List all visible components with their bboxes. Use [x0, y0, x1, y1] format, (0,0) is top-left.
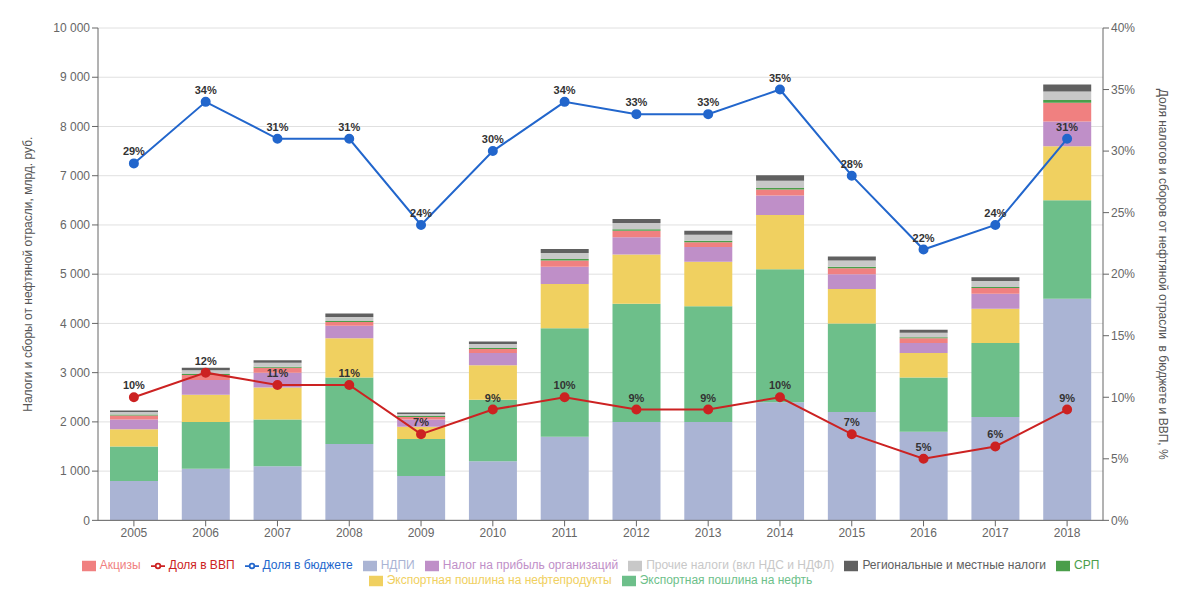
svg-text:2 000: 2 000 — [60, 415, 90, 429]
svg-text:2013: 2013 — [695, 526, 722, 540]
svg-text:7%: 7% — [413, 416, 429, 428]
svg-text:2007: 2007 — [264, 526, 291, 540]
svg-text:25%: 25% — [1111, 206, 1135, 220]
html-text:НДПИ: НДПИ — [380, 558, 415, 573]
svg-text:28%: 28% — [841, 158, 863, 170]
svg-text:20%: 20% — [1111, 267, 1135, 281]
svg-text:10 000: 10 000 — [53, 21, 90, 35]
svg-text:10%: 10% — [769, 379, 791, 391]
svg-text:0%: 0% — [1111, 514, 1129, 528]
svg-text:30%: 30% — [482, 133, 504, 145]
svg-text:22%: 22% — [913, 232, 935, 244]
svg-text:1 000: 1 000 — [60, 464, 90, 478]
svg-text:10%: 10% — [554, 379, 576, 391]
svg-text:9%: 9% — [628, 392, 644, 404]
html-text:Региональные и местные налоги: Региональные и местные налоги — [862, 558, 1046, 573]
svg-text:2010: 2010 — [479, 526, 506, 540]
svg-text:24%: 24% — [984, 207, 1006, 219]
html-text:Экспортная пошлина на нефть: Экспортная пошлина на нефть — [639, 573, 813, 588]
svg-text:0: 0 — [83, 514, 90, 528]
svg-text:2015: 2015 — [838, 526, 865, 540]
svg-text:2011: 2011 — [552, 526, 578, 540]
svg-text:35%: 35% — [769, 72, 791, 84]
svg-text:7 000: 7 000 — [60, 169, 90, 183]
svg-text:29%: 29% — [123, 145, 145, 157]
svg-text:9%: 9% — [1059, 392, 1075, 404]
svg-text:2005: 2005 — [121, 526, 148, 540]
html-text:Акцизы: Акцизы — [99, 558, 141, 573]
svg-text:2008: 2008 — [336, 526, 363, 540]
html-text:Экспортная пошлина на нефтепро: Экспортная пошлина на нефтепродукты — [386, 573, 612, 588]
svg-text:33%: 33% — [625, 96, 647, 108]
svg-text:15%: 15% — [1111, 329, 1135, 343]
html-text:Налог на прибыль организаций: Налог на прибыль организаций — [442, 558, 619, 573]
svg-text:2017: 2017 — [982, 526, 1009, 540]
html-text:Доля в ВВП: Доля в ВВП — [168, 558, 235, 573]
svg-text:40%: 40% — [1111, 21, 1135, 35]
svg-text:6 000: 6 000 — [60, 218, 90, 232]
svg-text:31%: 31% — [338, 121, 360, 133]
svg-text:6%: 6% — [987, 428, 1003, 440]
svg-text:12%: 12% — [195, 355, 217, 367]
html-text:Доля в бюджете: Доля в бюджете — [262, 558, 353, 573]
svg-text:4 000: 4 000 — [60, 317, 90, 331]
svg-text:2014: 2014 — [767, 526, 794, 540]
svg-text:34%: 34% — [554, 84, 576, 96]
svg-text:Доля налогов и сборов от нефтя: Доля налогов и сборов от нефтяной отрасл… — [1156, 89, 1170, 460]
svg-text:34%: 34% — [195, 84, 217, 96]
svg-text:7%: 7% — [844, 416, 860, 428]
svg-text:2018: 2018 — [1054, 526, 1081, 540]
svg-text:Налоги и сборы от нефтяной отр: Налоги и сборы от нефтяной отрасли, млрд… — [21, 137, 35, 412]
svg-text:31%: 31% — [1056, 121, 1078, 133]
svg-text:9%: 9% — [485, 392, 501, 404]
svg-text:9 000: 9 000 — [60, 70, 90, 84]
svg-text:35%: 35% — [1111, 83, 1135, 97]
svg-text:5%: 5% — [916, 441, 932, 453]
svg-text:11%: 11% — [267, 367, 289, 379]
html-text:Прочие налоги (вкл НДС и НДФЛ): Прочие налоги (вкл НДС и НДФЛ) — [646, 558, 835, 573]
svg-text:8 000: 8 000 — [60, 120, 90, 134]
svg-text:30%: 30% — [1111, 144, 1135, 158]
svg-text:2006: 2006 — [192, 526, 219, 540]
svg-text:5%: 5% — [1111, 452, 1129, 466]
svg-text:11%: 11% — [339, 367, 361, 379]
svg-text:9%: 9% — [700, 392, 716, 404]
svg-text:33%: 33% — [697, 96, 719, 108]
svg-text:10%: 10% — [123, 379, 145, 391]
svg-text:31%: 31% — [266, 121, 288, 133]
svg-text:2009: 2009 — [408, 526, 435, 540]
svg-text:2016: 2016 — [910, 526, 937, 540]
svg-text:2012: 2012 — [623, 526, 650, 540]
svg-text:24%: 24% — [410, 207, 432, 219]
svg-text:5 000: 5 000 — [60, 267, 90, 281]
svg-text:10%: 10% — [1111, 391, 1135, 405]
html-text:СРП: СРП — [1074, 558, 1100, 573]
svg-text:3 000: 3 000 — [60, 366, 90, 380]
